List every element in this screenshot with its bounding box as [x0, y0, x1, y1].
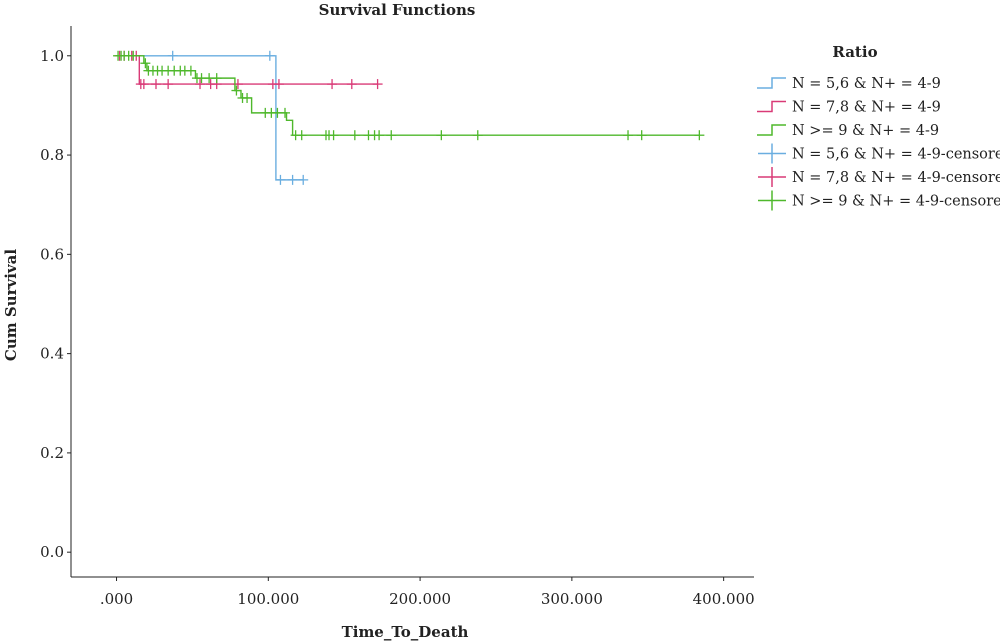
censor-mark: [231, 85, 242, 96]
survival-step-line-1: [116, 55, 304, 181]
censor-mark: [275, 174, 286, 185]
legend-step-symbol: [757, 100, 786, 113]
censor-mark: [163, 79, 174, 90]
censor-mark: [128, 50, 139, 61]
censor-mark: [242, 92, 253, 103]
plot-area: [113, 50, 705, 185]
legend-label: N >= 9 & N+ = 4-9-censored: [792, 194, 1000, 210]
censor-mark: [185, 65, 196, 76]
legend-item-3: N >= 9 & N+ = 4-9: [757, 123, 939, 139]
censor-mark: [374, 130, 385, 141]
censor-mark: [372, 79, 383, 90]
censor-mark: [472, 130, 483, 141]
censor-mark: [349, 130, 360, 141]
y-tick-label: 0.6: [40, 245, 64, 263]
legend-item-5: N = 7,8 & N+ = 4-9-censored: [758, 167, 1000, 187]
censor-mark: [346, 79, 357, 90]
censor-mark: [436, 130, 447, 141]
censor-mark: [195, 79, 206, 90]
legend-item-4: N = 5,6 & N+ = 4-9-censored: [758, 143, 1000, 164]
censor-mark: [150, 79, 161, 90]
censor-mark: [386, 130, 397, 141]
y-tick-label: 1.0: [40, 47, 64, 65]
legend-label: N = 5,6 & N+ = 4-9: [792, 76, 941, 92]
legend-step-symbol: [757, 77, 786, 89]
legend: N = 5,6 & N+ = 4-9 N = 7,8 & N+ = 4-9 N >=…: [757, 76, 1000, 211]
legend-item-6: N >= 9 & N+ = 4-9-censored: [758, 190, 1000, 211]
x-axis-title: Time_To_Death: [342, 623, 469, 641]
legend-title: Ratio: [832, 43, 877, 61]
censor-mark: [328, 130, 339, 141]
x-tick-label: .000: [100, 590, 133, 608]
censor-mark: [273, 79, 284, 90]
legend-label: N = 7,8 & N+ = 4-9-censored: [792, 170, 1000, 186]
y-tick-label: 0.8: [40, 146, 64, 164]
survival-step-line-3: [116, 55, 700, 136]
legend-item-1: N = 5,6 & N+ = 4-9: [757, 76, 941, 92]
x-tick-label: 100.000: [237, 590, 299, 608]
censor-mark: [296, 130, 307, 141]
censor-mark: [636, 130, 647, 141]
plot-axes: 0.0 0.2 0.4 0.6 0.8 1.0 .000 100.000 200.000 300.…: [40, 26, 755, 608]
censor-mark: [287, 174, 298, 185]
censor-mark: [140, 58, 151, 69]
y-tick-label: 0.0: [40, 543, 64, 561]
censor-mark: [298, 174, 309, 185]
legend-step-symbol: [757, 124, 786, 136]
x-tick-label: 400.000: [693, 590, 755, 608]
legend-label: N = 7,8 & N+ = 4-9: [792, 100, 941, 116]
y-tick-label: 0.2: [40, 444, 64, 462]
legend-item-2: N = 7,8 & N+ = 4-9: [757, 100, 941, 116]
y-axis-title: Cum Survival: [2, 249, 20, 361]
censor-mark: [211, 73, 222, 84]
legend-label: N >= 9 & N+ = 4-9: [792, 123, 939, 139]
censor-mark: [138, 79, 149, 90]
legend-label: N = 5,6 & N+ = 4-9-censored: [792, 147, 1000, 163]
censor-mark: [623, 130, 634, 141]
censor-mark: [327, 79, 338, 90]
y-tick-label: 0.4: [40, 345, 64, 363]
chart-title: Survival Functions: [319, 1, 476, 19]
x-tick-label: 300.000: [541, 590, 603, 608]
censor-mark: [264, 50, 275, 61]
censor-mark: [280, 107, 291, 118]
censor-mark: [694, 130, 705, 141]
x-tick-label: 200.000: [389, 590, 451, 608]
censor-mark: [167, 50, 178, 61]
